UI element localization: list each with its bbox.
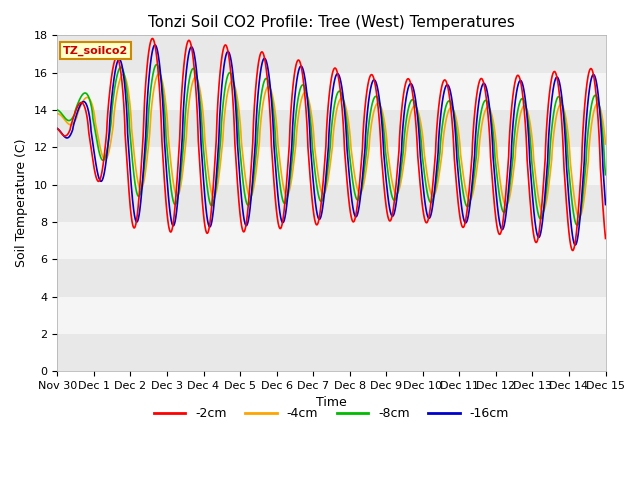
Title: Tonzi Soil CO2 Profile: Tree (West) Temperatures: Tonzi Soil CO2 Profile: Tree (West) Temp… [148, 15, 515, 30]
Bar [58, 72, 605, 110]
Text: TZ_soilco2: TZ_soilco2 [63, 46, 128, 56]
Bar [58, 297, 605, 334]
Y-axis label: Soil Temperature (C): Soil Temperature (C) [15, 139, 28, 267]
X-axis label: Time: Time [316, 396, 347, 409]
Bar [58, 259, 605, 297]
Legend: -2cm, -4cm, -8cm, -16cm: -2cm, -4cm, -8cm, -16cm [149, 402, 514, 425]
Bar [58, 110, 605, 147]
Bar [58, 185, 605, 222]
Bar [58, 334, 605, 371]
Bar [58, 222, 605, 259]
Bar [58, 36, 605, 72]
Bar [58, 147, 605, 185]
